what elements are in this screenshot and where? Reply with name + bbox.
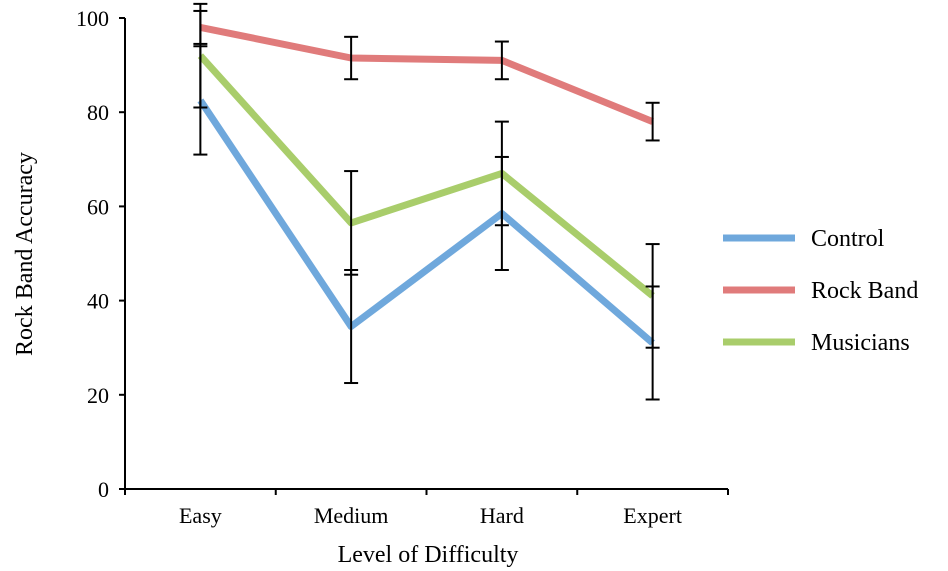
y-ticks: 0 20 40 60 80 100 (76, 6, 125, 502)
y-tick-label: 0 (98, 477, 109, 502)
y-tick-label: 20 (87, 383, 109, 408)
y-axis-title: Rock Band Accuracy (12, 152, 38, 356)
series-line-rock-band (199, 23, 654, 125)
series-line-control (197, 98, 655, 346)
x-tick-label: Easy (179, 503, 222, 528)
legend-label-control: Control (811, 226, 885, 252)
legend-label-musicians: Musicians (811, 330, 910, 356)
legend: Control Rock Band Musicians (723, 226, 918, 356)
y-tick-label: 40 (87, 289, 109, 314)
y-tick-label: 60 (87, 194, 109, 219)
error-bars (193, 2, 660, 401)
y-tick-label: 80 (87, 100, 109, 125)
series-line-musicians (197, 53, 655, 299)
x-tick-label: Hard (480, 503, 524, 528)
legend-label-rock-band: Rock Band (811, 278, 918, 304)
series-group (197, 23, 655, 346)
x-tick-label: Expert (623, 503, 682, 528)
axes (124, 18, 728, 490)
x-axis-title: Level of Difficulty (338, 542, 519, 568)
x-ticks: Easy Medium Hard Expert (124, 489, 729, 528)
y-tick-label: 100 (76, 6, 109, 31)
x-tick-label: Medium (314, 503, 389, 528)
